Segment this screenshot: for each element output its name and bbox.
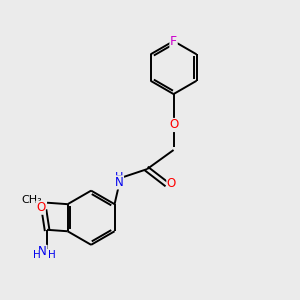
Text: H: H	[115, 172, 123, 182]
Text: O: O	[36, 201, 45, 214]
Text: O: O	[169, 118, 178, 131]
Text: H: H	[33, 250, 40, 260]
Text: N: N	[115, 176, 124, 189]
Text: CH₃: CH₃	[22, 195, 43, 205]
Text: H: H	[49, 250, 56, 260]
Text: N: N	[38, 245, 47, 258]
Text: F: F	[170, 34, 177, 48]
Text: O: O	[167, 177, 176, 190]
